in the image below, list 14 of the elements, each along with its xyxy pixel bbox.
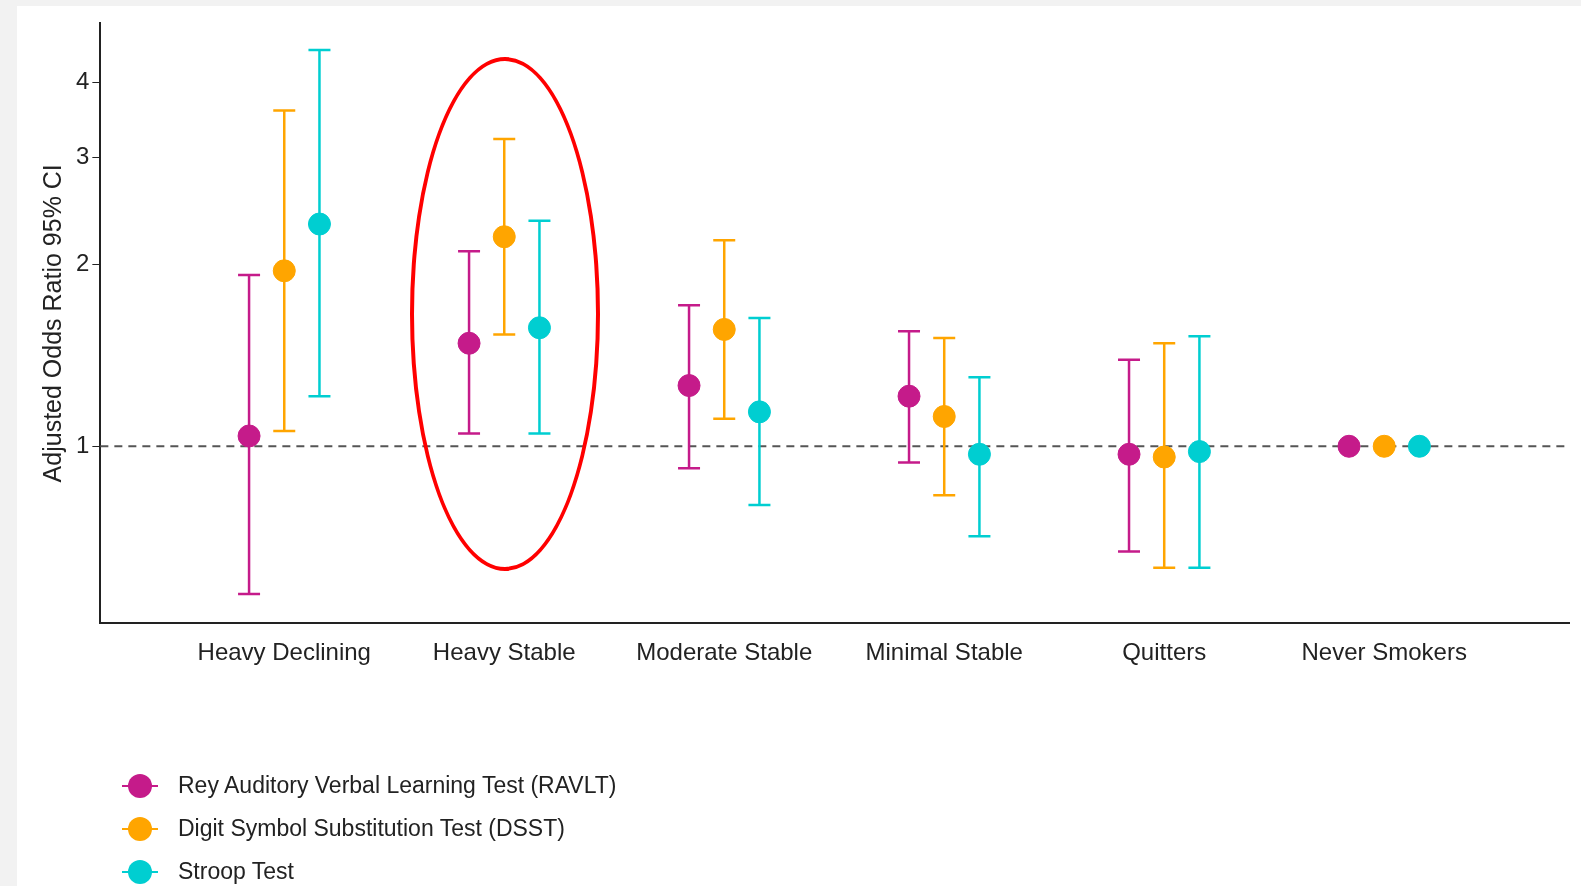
- x-tick-label: Never Smokers: [1301, 638, 1467, 666]
- legend-label: Rey Auditory Verbal Learning Test (RAVLT): [178, 772, 617, 799]
- legend-label: Digit Symbol Substitution Test (DSST): [178, 815, 565, 842]
- x-tick-label: Quitters: [1122, 638, 1207, 666]
- y-tick-label: 4: [75, 66, 90, 94]
- x-tick-label: Minimal Stable: [865, 638, 1023, 666]
- y-axis-title: Adjusted Odds Ratio 95% CI: [37, 164, 66, 483]
- y-tick-label: 1: [75, 430, 90, 458]
- y-tick-label: 3: [75, 142, 90, 170]
- x-tick-label: Heavy Stable: [432, 638, 576, 666]
- legend-label: Stroop Test: [178, 858, 294, 885]
- y-tick-label: 2: [75, 248, 90, 276]
- x-tick-label: Heavy Declining: [197, 638, 371, 666]
- x-tick-label: Moderate Stable: [636, 638, 813, 666]
